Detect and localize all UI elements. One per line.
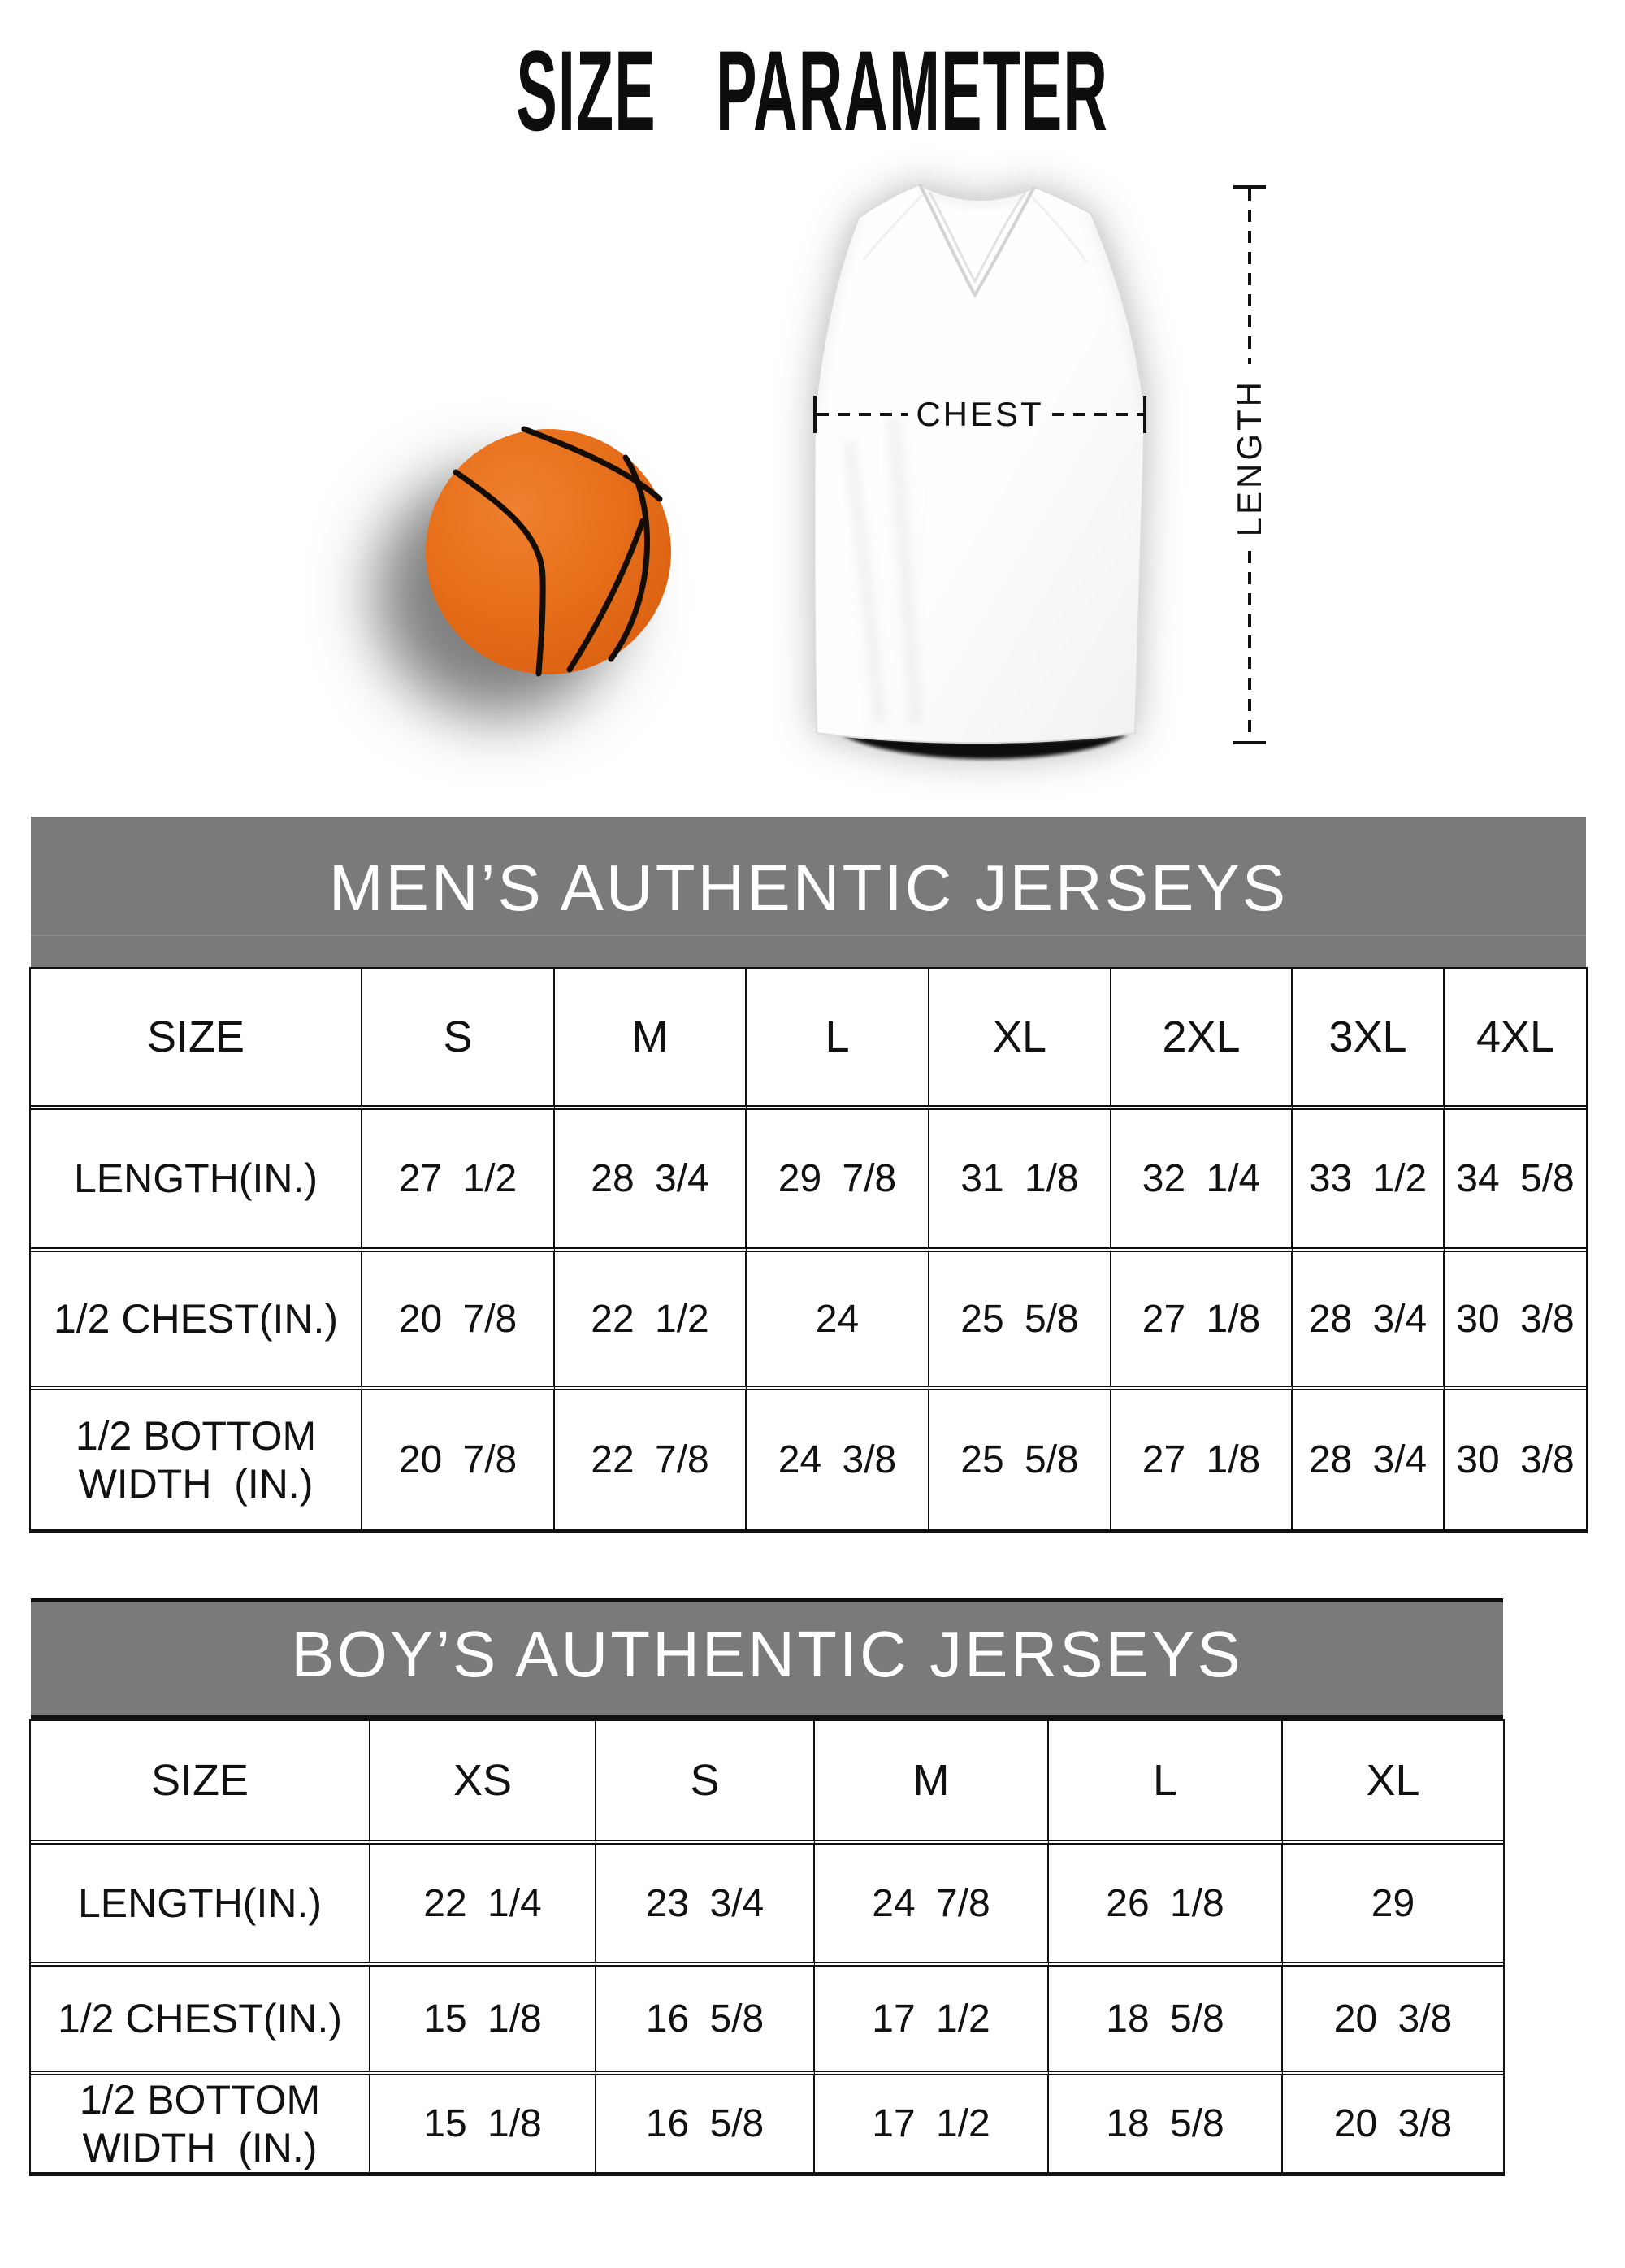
length-dashed-line	[1248, 189, 1251, 364]
chest-right-tick	[1143, 396, 1147, 433]
chest-dashed-line	[1051, 413, 1144, 416]
page-title: SIZE PARAMETER	[0, 34, 1625, 148]
table-cell: 20 7/8	[362, 1386, 555, 1529]
table-cell: 18 5/8	[1049, 1962, 1283, 2071]
table-cell: 22 1/2	[555, 1247, 747, 1386]
length-top-tick	[1233, 185, 1266, 189]
row-label: 1/2 BOTTOM WIDTH (IN.)	[31, 1386, 362, 1529]
row-label: 1/2 BOTTOM WIDTH (IN.)	[31, 2071, 370, 2172]
table-cell: 30 3/8	[1445, 1247, 1586, 1386]
column-header: XL	[930, 969, 1112, 1105]
column-header: 4XL	[1476, 1013, 1555, 1061]
table-cell: 25 5/8	[930, 1247, 1112, 1386]
table-cell: 18 5/8	[1049, 2071, 1283, 2172]
column-header: M	[815, 1721, 1049, 1840]
table-cell: 29	[1283, 1840, 1503, 1962]
table-cell: 20 3/8	[1283, 1962, 1503, 2071]
table-cell: 29 7/8	[747, 1105, 930, 1247]
table-cell: 17 1/2	[815, 2071, 1049, 2172]
table-cell: 33 1/2	[1293, 1105, 1445, 1247]
column-header-size: SIZE	[31, 969, 362, 1105]
jersey-icon	[813, 183, 1146, 759]
column-header-size: SIZE	[31, 1721, 370, 1840]
table-cell: 24	[747, 1247, 930, 1386]
mens-size-table: SIZE S M L XL 2XL 3XL 4XL LENGTH(IN.) 27…	[29, 967, 1588, 1533]
length-label: LENGTH	[1230, 379, 1268, 537]
table-cell: 32 1/4	[1112, 1105, 1293, 1247]
basketball-icon	[426, 426, 671, 677]
table-cell: 15 1/8	[370, 1962, 596, 2071]
table-cell: 27 1/8	[1112, 1386, 1293, 1529]
table-cell: 27 1/8	[1112, 1247, 1293, 1386]
row-label: 1/2 CHEST(IN.)	[31, 1247, 362, 1386]
column-header: S	[362, 969, 555, 1105]
table-cell: 26 1/8	[1049, 1840, 1283, 1962]
length-bottom-tick	[1233, 741, 1266, 744]
table-cell: 16 5/8	[596, 2071, 815, 2172]
column-header: S	[596, 1721, 815, 1840]
table-cell: 24 3/8	[747, 1386, 930, 1529]
table-cell: 15 1/8	[370, 2071, 596, 2172]
row-label: LENGTH(IN.)	[31, 1840, 370, 1962]
boys-size-table: SIZE XS S M L XL LENGTH(IN.) 22 1/4 23 3…	[29, 1719, 1505, 2176]
table-cell: 34 5/8	[1445, 1105, 1586, 1247]
table-cell: 20 7/8	[362, 1247, 555, 1386]
column-header: L	[747, 969, 930, 1105]
table-cell: 30 3/8	[1445, 1386, 1586, 1529]
mens-section-title: MEN’S AUTHENTIC JERSEYS	[328, 851, 1289, 924]
length-dashed-line	[1248, 551, 1251, 741]
boys-section-header: BOY’S AUTHENTIC JERSEYS	[31, 1598, 1503, 1719]
column-header: 3XL	[1293, 969, 1445, 1105]
table-cell: 28 3/4	[555, 1105, 747, 1247]
page-title-text: SIZE PARAMETER	[516, 27, 1109, 154]
chest-label: CHEST	[916, 395, 1044, 433]
table-cell: 17 1/2	[815, 1962, 1049, 2071]
table-cell: 27 1/2	[362, 1105, 555, 1247]
chest-left-tick	[813, 396, 817, 433]
boys-section-title: BOY’S AUTHENTIC JERSEYS	[291, 1618, 1243, 1690]
column-header: XS	[370, 1721, 596, 1840]
table-cell: 28 3/4	[1293, 1247, 1445, 1386]
mens-section-header: MEN’S AUTHENTIC JERSEYS	[31, 817, 1586, 967]
column-header: XL	[1366, 1756, 1420, 1805]
table-cell: 22 1/4	[370, 1840, 596, 1962]
table-cell: 23 3/4	[596, 1840, 815, 1962]
chest-dashed-line	[817, 413, 908, 416]
table-cell: 22 7/8	[555, 1386, 747, 1529]
table-cell: 24 7/8	[815, 1840, 1049, 1962]
table-cell: 31 1/8	[930, 1105, 1112, 1247]
table-cell: 20 3/8	[1283, 2071, 1503, 2172]
table-cell: 25 5/8	[930, 1386, 1112, 1529]
table-cell: 16 5/8	[596, 1962, 815, 2071]
column-header: 2XL	[1112, 969, 1293, 1105]
chest-measure-line: CHEST	[813, 395, 1147, 433]
column-header: M	[555, 969, 747, 1105]
table-cell: 28 3/4	[1293, 1386, 1445, 1529]
row-label: LENGTH(IN.)	[31, 1105, 362, 1247]
row-label: 1/2 CHEST(IN.)	[31, 1962, 370, 2071]
column-header: L	[1049, 1721, 1283, 1840]
length-measure-line: LENGTH	[1230, 185, 1268, 744]
